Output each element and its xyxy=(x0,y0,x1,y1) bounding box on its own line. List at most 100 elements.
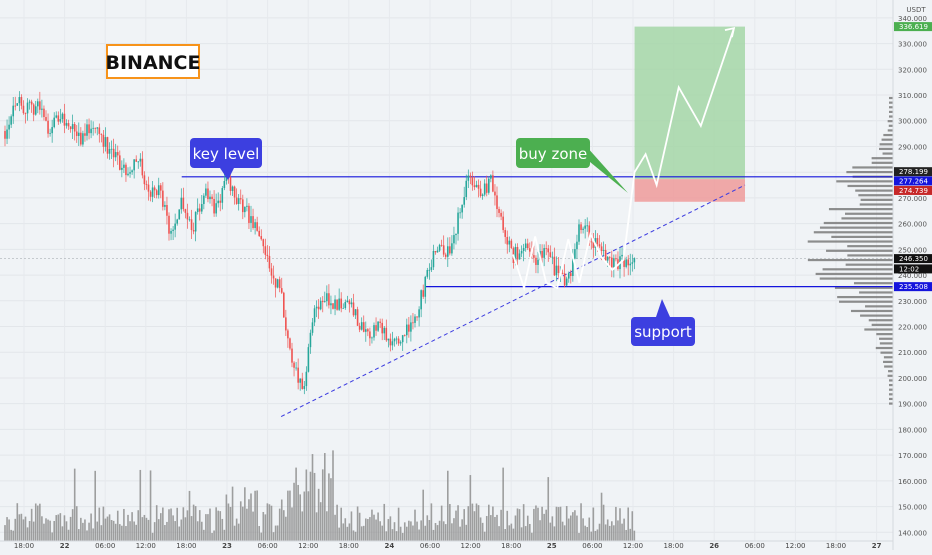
candle-body xyxy=(180,197,183,210)
price-tick-label: 210.000 xyxy=(898,349,927,357)
volume-bar xyxy=(108,514,111,541)
volume-bar xyxy=(178,526,181,541)
volume-bar xyxy=(96,521,99,541)
candle-body xyxy=(393,338,396,342)
candle-body xyxy=(229,177,232,191)
volume-profile-bar xyxy=(889,96,893,100)
candle-body xyxy=(342,307,345,309)
candle-body xyxy=(391,341,394,346)
candle-body xyxy=(440,244,443,246)
volume-profile-bar xyxy=(850,309,893,313)
volume-bar xyxy=(561,521,564,541)
exchange-logo: BINANCE xyxy=(106,44,200,79)
price-tick-label: 190.000 xyxy=(898,401,927,409)
candle-body xyxy=(45,117,47,121)
candle-body xyxy=(278,279,281,289)
candle-body xyxy=(324,301,326,303)
volume-profile-bar xyxy=(871,323,893,326)
volume-profile-bar xyxy=(888,124,893,127)
volume-profile-bar xyxy=(889,379,893,382)
price-tick-label: 250.000 xyxy=(898,246,927,254)
volume-bar xyxy=(502,467,504,541)
volume-bar xyxy=(457,505,459,541)
volume-bar xyxy=(205,514,207,541)
volume-bar xyxy=(266,503,269,541)
candle-body xyxy=(506,236,509,245)
volume-profile-bar xyxy=(882,152,893,155)
candle-body xyxy=(600,246,603,251)
volume-profile-bar xyxy=(883,360,893,364)
price-tag-entry xyxy=(894,176,932,186)
candle-body xyxy=(488,178,490,193)
candle-body xyxy=(49,133,51,134)
candle-body xyxy=(354,309,357,316)
volume-bar xyxy=(63,515,66,541)
volume-bar xyxy=(596,529,599,541)
volume-bar xyxy=(461,519,463,541)
candle-body xyxy=(606,256,609,261)
volume-bar xyxy=(260,532,263,541)
volume-bar xyxy=(488,504,490,541)
candle-body xyxy=(557,265,560,273)
candle-body xyxy=(209,196,211,200)
volume-bar xyxy=(180,519,183,541)
volume-bar xyxy=(350,511,353,541)
volume-bar xyxy=(545,509,547,541)
candle-body xyxy=(84,133,86,136)
candle-body xyxy=(280,288,283,293)
candle-body xyxy=(631,262,634,264)
volume-bar xyxy=(608,525,611,541)
candle-body xyxy=(264,246,267,255)
candle-body xyxy=(135,159,137,162)
candle-body xyxy=(578,224,580,242)
volume-bar xyxy=(162,507,164,541)
volume-bar xyxy=(584,525,586,541)
candle-body xyxy=(16,103,19,106)
volume-bar xyxy=(82,522,84,541)
candle-body xyxy=(237,198,240,204)
candle-body xyxy=(215,203,217,214)
volume-bar xyxy=(303,491,306,541)
candle-body xyxy=(225,177,228,182)
price-tag-current-text: 246.350 xyxy=(899,255,928,263)
candle-body xyxy=(174,223,176,230)
volume-bar xyxy=(291,507,293,541)
volume-profile-bar xyxy=(823,221,893,225)
volume-bar xyxy=(471,503,474,541)
candle-body xyxy=(375,325,377,331)
volume-bar xyxy=(344,518,347,541)
volume-bar xyxy=(18,514,21,541)
candle-body xyxy=(55,115,58,118)
volume-bar xyxy=(426,515,429,541)
volume-bar xyxy=(496,514,498,541)
price-tag-stop-text: 274.739 xyxy=(899,187,928,195)
price-tick-label: 160.000 xyxy=(898,478,927,486)
volume-bar xyxy=(494,516,496,541)
candle-body xyxy=(114,152,117,158)
volume-bar xyxy=(125,526,127,541)
candle-body xyxy=(147,184,150,192)
candle-body xyxy=(621,254,623,257)
volume-bar xyxy=(442,521,445,541)
volume-bar xyxy=(307,491,310,541)
volume-bar xyxy=(365,518,367,541)
candle-body xyxy=(131,170,133,173)
candle-body xyxy=(397,338,400,344)
price-tag-top-text: 336.619 xyxy=(899,23,928,31)
candle-body xyxy=(481,194,484,196)
volume-bar xyxy=(617,520,619,541)
volume-bar xyxy=(49,520,51,541)
volume-bar xyxy=(526,515,529,541)
candle-body xyxy=(211,196,213,199)
candle-body xyxy=(352,302,355,316)
candle-body xyxy=(73,124,76,132)
candle-body xyxy=(627,259,629,266)
volume-bar xyxy=(207,514,209,541)
candle-body xyxy=(246,205,248,207)
volume-profile-bar xyxy=(846,170,893,174)
time-axis: 18:00 22 06:00 12:00 18:00 23 06:00 12:00 18:00 2… xyxy=(0,540,893,550)
volume-bar xyxy=(629,528,632,541)
time-tick-label: 25 xyxy=(547,542,557,550)
